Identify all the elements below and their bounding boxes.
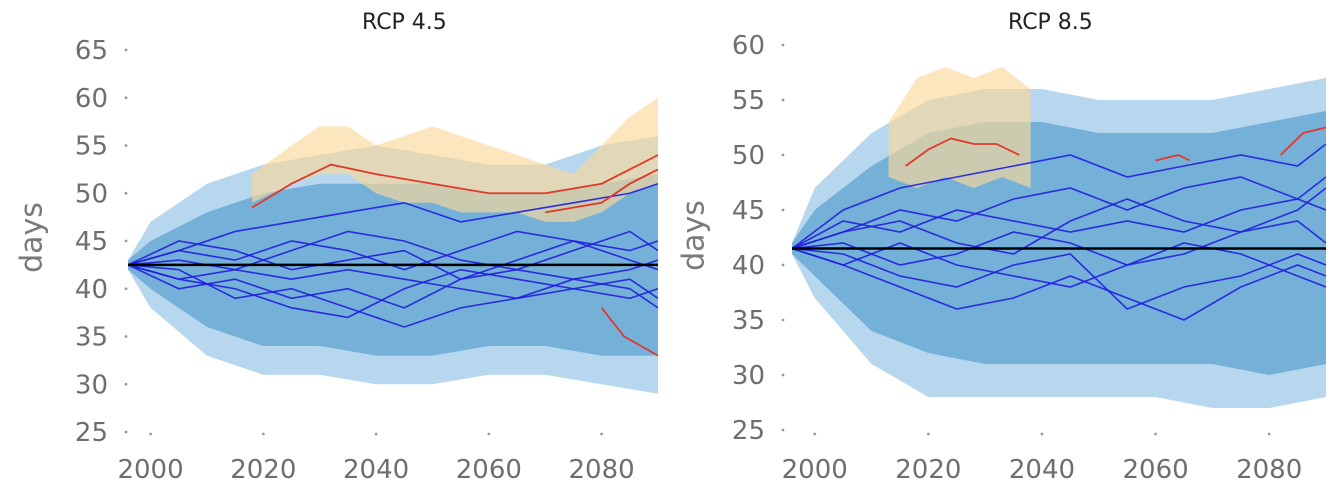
y-tick-label: 60 (75, 84, 108, 114)
highlight-line-3 (1279, 126, 1326, 156)
y-tick-mark (124, 96, 128, 100)
y-tick-label: 65 (75, 36, 108, 66)
y-tick-label: 40 (732, 251, 765, 281)
x-tick-label: 2000 (782, 455, 848, 485)
x-tick-mark (374, 432, 378, 436)
y-tick-mark (781, 153, 785, 157)
x-tick-mark (1154, 432, 1157, 436)
y-tick-mark (781, 373, 785, 377)
y-tick-label: 45 (732, 196, 765, 226)
y-tick-mark (124, 239, 128, 243)
series-line-1 (792, 143, 1326, 250)
y-tick-label: 55 (732, 86, 765, 116)
x-tick-label: 2040 (1009, 455, 1075, 485)
chart-title: RCP 8.5 (1008, 10, 1093, 35)
y-tick-mark (124, 382, 128, 386)
x-tick-mark (261, 432, 265, 436)
chart-rcp45: 25 30 35 40 45 50 55 60 65 2000 2020 2040 2060 2080 (75, 36, 658, 485)
highlight-band (888, 67, 1031, 188)
highlight-line-2 (545, 168, 658, 214)
series-line-3 (128, 182, 658, 266)
series-line-2 (792, 247, 1326, 321)
series-line-5 (128, 264, 658, 328)
y-tick-mark (781, 318, 785, 322)
y-tick-label: 55 (75, 132, 108, 162)
highlight-line-3 (600, 307, 658, 357)
x-tick-mark (813, 432, 817, 436)
x-tick-label: 2060 (456, 455, 522, 485)
series-line-6 (128, 259, 658, 300)
x-tick-label: 2080 (569, 455, 635, 485)
x-tick-mark (600, 432, 604, 436)
x-tick-mark (1040, 432, 1044, 436)
series-line-8 (792, 187, 1326, 255)
highlight-line-1 (251, 154, 658, 209)
series-line-2 (128, 264, 658, 319)
plot-area (792, 67, 1326, 408)
y-tick-label: 50 (732, 141, 765, 171)
y-tick-mark (124, 287, 128, 291)
y-tick-label: 25 (75, 418, 108, 448)
y-tick-mark (781, 98, 785, 102)
y-tick-label: 30 (732, 361, 765, 391)
chart-rcp85: 25 30 35 40 45 50 55 60 2000 2020 2040 2060 2080 (732, 31, 1326, 485)
plot-area (128, 97, 658, 394)
y-tick-mark (781, 208, 785, 212)
y-tick-label: 30 (75, 370, 108, 400)
y-tick-mark (781, 263, 785, 267)
chart-title: RCP 4.5 (362, 10, 447, 35)
y-tick-mark (124, 191, 128, 195)
y-axis-label: days (676, 200, 712, 271)
series-line-3 (792, 176, 1326, 250)
y-tick-label: 40 (75, 275, 108, 305)
highlight-line-1 (905, 137, 1020, 167)
y-tick-label: 25 (732, 416, 765, 446)
x-tick-label: 2020 (895, 455, 961, 485)
x-tick-label: 2040 (343, 455, 409, 485)
y-tick-mark (124, 335, 128, 338)
series-line-7 (128, 230, 658, 271)
y-tick-label: 45 (75, 227, 108, 257)
x-tick-mark (487, 432, 491, 436)
highlight-line-2 (1155, 154, 1191, 162)
x-tick-mark (926, 432, 930, 436)
series-line-4 (128, 230, 658, 271)
y-tick-label: 50 (75, 179, 108, 209)
y-tick-label: 35 (732, 306, 765, 336)
x-tick-label: 2000 (117, 455, 183, 485)
y-tick-mark (124, 430, 128, 434)
x-tick-mark (149, 432, 152, 436)
x-tick-mark (1267, 432, 1271, 436)
series-line-5 (792, 247, 1326, 310)
series-line-8 (128, 264, 658, 309)
series-line-7 (792, 242, 1326, 288)
x-tick-label: 2020 (230, 455, 296, 485)
chart-panel-rcp85: 25 30 35 40 45 50 55 60 2000 2020 2040 2060 2080 RCP… (668, 0, 1331, 488)
x-tick-label: 2060 (1122, 455, 1188, 485)
x-tick-label: 2080 (1236, 455, 1302, 485)
y-tick-mark (124, 144, 128, 147)
y-tick-mark (124, 48, 128, 52)
y-tick-mark (781, 43, 785, 47)
y-axis-label: days (14, 202, 50, 273)
series-line-6 (792, 198, 1326, 250)
series-line-4 (792, 220, 1326, 266)
chart-panel-rcp45: 25 30 35 40 45 50 55 60 65 2000 2020 2040 2060 2080 R… (0, 0, 665, 488)
y-tick-label: 35 (75, 323, 108, 353)
y-tick-label: 60 (732, 31, 765, 61)
y-tick-mark (781, 428, 785, 432)
